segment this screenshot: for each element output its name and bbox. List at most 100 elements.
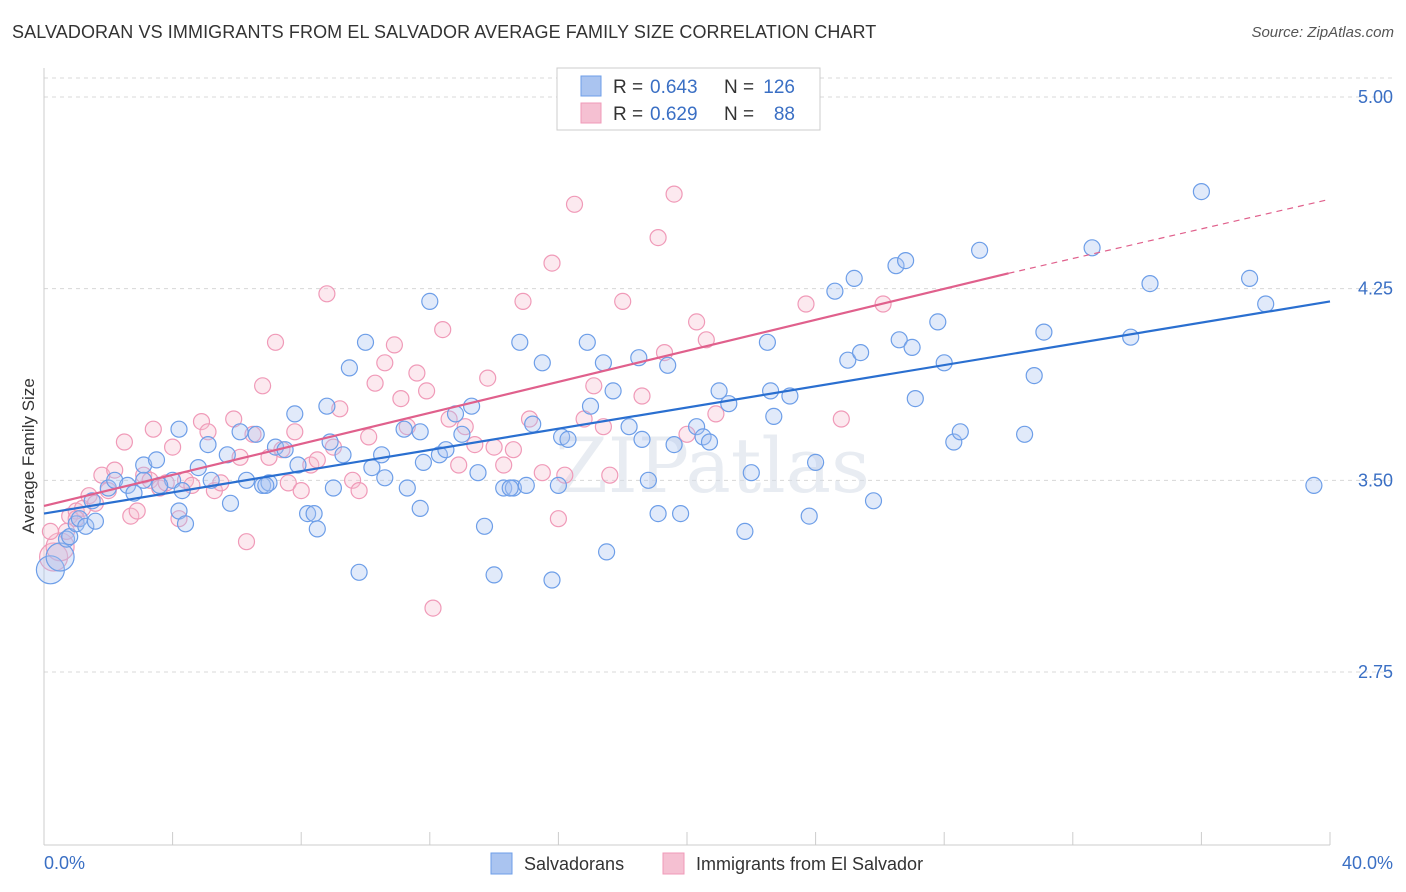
salvadorans-point: [639, 471, 658, 489]
salvadorans-point: [324, 479, 342, 497]
immigrants-point: [504, 441, 523, 459]
immigrants-point: [707, 405, 725, 423]
immigrants-point: [192, 413, 211, 431]
x-tick-label-max: 40.0%: [1342, 853, 1393, 873]
legend-n-value-0: 126: [763, 77, 795, 98]
salvadorans-point: [1141, 275, 1159, 293]
legend-swatch-immigrants: [580, 102, 602, 124]
salvadorans-point: [257, 476, 275, 494]
immigrants-point: [164, 438, 182, 456]
salvadorans-point: [710, 382, 728, 400]
salvadorans-point: [761, 382, 780, 400]
salvadorans-point: [469, 464, 487, 482]
legend-n-value-1: 88: [774, 104, 795, 125]
immigrants-point: [434, 321, 452, 339]
salvadorans-point: [896, 252, 915, 270]
immigrants-point: [697, 331, 715, 349]
immigrants-point: [115, 433, 134, 451]
salvadorans-point: [578, 333, 596, 351]
immigrants-point: [292, 482, 310, 500]
salvadorans-point: [633, 430, 651, 448]
salvadorans-point: [826, 282, 844, 300]
salvadorans-point: [356, 333, 375, 351]
salvadorans-point: [906, 390, 924, 408]
salvadorans-point: [350, 563, 368, 581]
x-tick-label-min: 0.0%: [44, 853, 85, 873]
immigrants-point: [318, 285, 336, 303]
salvadorans-point: [1240, 269, 1259, 287]
salvadorans-point: [1257, 295, 1275, 313]
chart-source: Source: ZipAtlas.com: [1251, 24, 1394, 41]
immigrants-point: [279, 474, 297, 492]
immigrants-point: [237, 533, 256, 551]
immigrants-trend-line: [43, 272, 1009, 507]
salvadorans-point: [945, 433, 963, 451]
immigrants-point: [308, 451, 326, 469]
salvadorans-point: [524, 415, 542, 433]
salvadorans-point: [1035, 323, 1053, 341]
salvadorans-point: [1015, 425, 1034, 443]
immigrants-point: [832, 410, 850, 428]
salvadorans-point: [286, 405, 304, 423]
legend-n-label-0: N =: [724, 77, 754, 98]
immigrants-point: [41, 522, 60, 541]
y-tick-label: 3.50: [1358, 470, 1393, 490]
immigrants-point: [199, 423, 217, 441]
salvadorans-point: [411, 499, 429, 517]
y-tick-label: 4.25: [1358, 279, 1393, 299]
salvadorans-point: [742, 464, 760, 482]
series-legend: Salvadorans Immigrants from El Salvador: [490, 852, 923, 875]
immigrants-point: [495, 456, 513, 474]
salvadorans-point: [597, 543, 616, 561]
immigrants-point: [687, 313, 706, 331]
salvadorans-point: [176, 515, 195, 533]
salvadorans-point: [687, 418, 706, 436]
immigrants-point: [266, 333, 285, 351]
salvadorans-point: [501, 479, 519, 497]
immigrants-point: [344, 471, 362, 489]
immigrants-point: [543, 254, 561, 272]
immigrants-point: [366, 374, 384, 392]
salvadorans-point: [231, 423, 249, 441]
salvadorans-point: [517, 476, 535, 494]
stats-legend: R = 0.643 N = 126 R = 0.629 N = 88: [556, 67, 821, 131]
immigrants-point: [144, 420, 162, 438]
salvadorans-point: [437, 441, 455, 459]
salvadorans-point: [395, 420, 413, 438]
salvadorans-point: [951, 423, 969, 441]
immigrants-point: [106, 461, 124, 479]
salvadorans-point: [620, 418, 638, 436]
immigrants-point: [601, 466, 619, 484]
series-layer: [35, 183, 1323, 617]
immigrants-point: [450, 456, 468, 474]
bottom-legend-label-salvadorans: Salvadorans: [524, 854, 624, 874]
salvadorans-point: [147, 451, 166, 469]
immigrants-point: [485, 438, 503, 456]
immigrants-point: [424, 599, 442, 617]
immigrants-point: [585, 377, 603, 395]
immigrants-point: [418, 382, 436, 400]
immigrants-point: [128, 502, 146, 520]
immigrants-point: [408, 364, 426, 382]
immigrants-point: [520, 410, 539, 428]
salvadorans-point: [77, 517, 95, 535]
salvadorans-point: [340, 359, 358, 377]
chart-title: SALVADORAN VS IMMIGRANTS FROM EL SALVADO…: [12, 22, 877, 42]
immigrants-point: [466, 436, 484, 454]
legend-swatch-salvadorans: [580, 75, 602, 97]
salvadorans-point: [549, 476, 568, 494]
y-tick-label: 5.00: [1358, 87, 1393, 107]
salvadorans-point: [581, 397, 600, 415]
immigrants-point: [385, 336, 403, 354]
salvadorans-point: [1025, 367, 1043, 385]
trend-layer: [43, 198, 1331, 515]
salvadorans-point: [376, 469, 394, 487]
y-axis-label: Average Family Size: [19, 378, 38, 534]
bottom-legend-swatch-salvadorans: [490, 852, 513, 875]
salvadorans-point: [411, 423, 429, 441]
salvadorans-point: [1192, 183, 1211, 201]
immigrants-point: [549, 510, 568, 528]
salvadorans-point: [495, 479, 513, 497]
salvadorans-point: [305, 504, 323, 523]
